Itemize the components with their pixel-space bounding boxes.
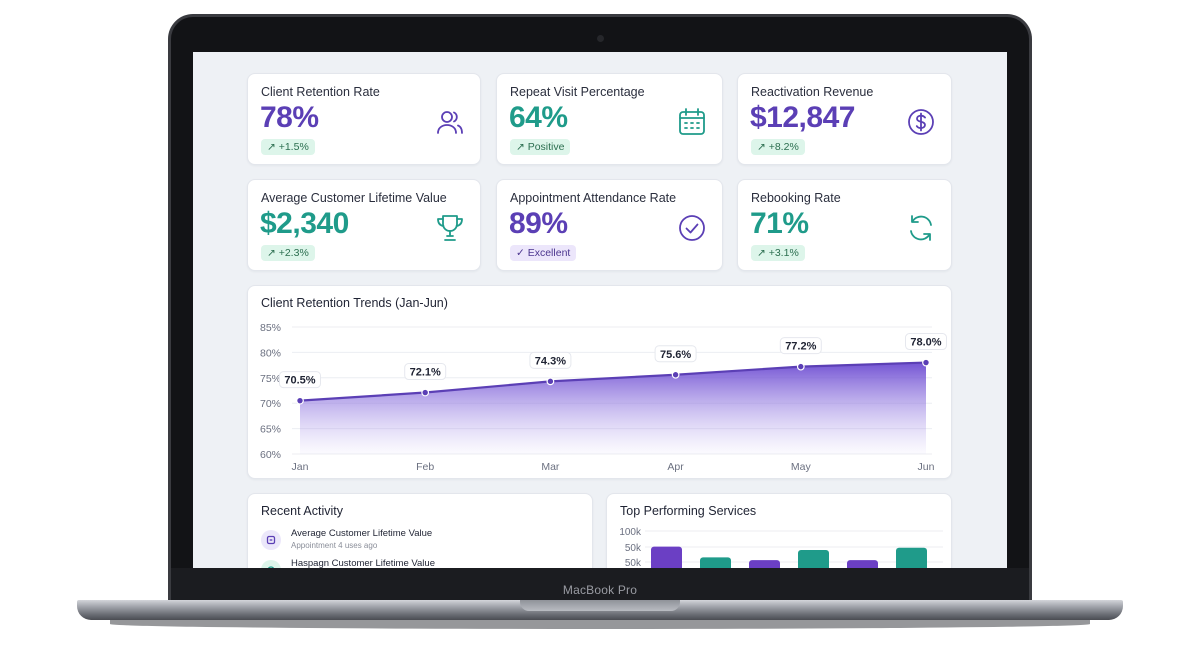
activity-item-title: Average Customer Lifetime Value (291, 528, 433, 539)
retention-trend-chart[interactable]: 85% 80% 75% 70% 65% 60% 70.5% 72.1% 74.3% 75.6% 7… (248, 286, 953, 480)
y-tick-label: 70% (260, 398, 281, 410)
service-bar (798, 550, 829, 568)
top-services-bar-chart[interactable]: 100k 50k 50k (607, 494, 953, 568)
y-tick-label: 75% (260, 373, 281, 385)
service-bar (651, 546, 682, 568)
data-label-bg (654, 345, 697, 363)
kpi-value: 78% (260, 101, 319, 134)
users-icon (437, 111, 463, 134)
kpi-card-repeat-visit[interactable]: Repeat Visit Percentage 64% ↗ Positive (496, 73, 723, 165)
kpi-title: Client Retention Rate (261, 85, 380, 99)
y-tick-label: 50k (625, 558, 642, 568)
x-tick-label: Jan (292, 461, 309, 473)
recent-activity-title: Recent Activity (261, 504, 343, 518)
calendar-icon (679, 108, 705, 135)
recent-activity-card: Recent Activity Average Customer Lifetim… (247, 493, 593, 568)
service-bar (896, 547, 927, 568)
data-point (296, 396, 304, 405)
kpi-title: Repeat Visit Percentage (510, 85, 645, 99)
kpi-card-client-retention[interactable]: Client Retention Rate 78% ↗ +1.5% (247, 73, 481, 165)
activity-item-subtitle: Appointment 4 uses ago (291, 541, 378, 550)
kpi-card-attendance-rate[interactable]: Appointment Attendance Rate 89% ✓ Excell… (496, 179, 723, 271)
data-label-bg (529, 351, 572, 369)
top-services-title: Top Performing Services (620, 504, 757, 518)
data-label-bg (779, 337, 822, 355)
retention-trend-chart-card: Client Retention Trends (Jan-Jun) 85% 80%… (247, 285, 952, 479)
data-label: 72.1% (410, 367, 441, 379)
kpi-value: 71% (750, 207, 809, 240)
kpi-change-badge: ↗ +3.1% (751, 245, 805, 261)
laptop-chin (171, 568, 1029, 603)
x-tick-label: Feb (416, 461, 434, 473)
webcam (597, 35, 604, 42)
activity-icon (261, 560, 281, 568)
activity-item-title: Haspagn Customer Lifetime Value (291, 558, 435, 568)
x-tick-label: Jun (918, 461, 935, 473)
refresh-icon (910, 215, 932, 241)
activity-icon (261, 530, 281, 550)
y-tick-label: 50k (625, 543, 642, 554)
chart-title: Client Retention Trends (Jan-Jun) (261, 296, 448, 310)
kpi-card-customer-lifetime-value[interactable]: Average Customer Lifetime Value $2,340 ↗… (247, 179, 481, 271)
y-tick-label: 65% (260, 424, 281, 436)
dashboard-screen: Client Retention Rate 78% ↗ +1.5% Repeat… (193, 52, 1007, 568)
kpi-change-badge: ↗ +2.3% (261, 245, 315, 261)
data-label: 75.6% (660, 349, 691, 361)
activity-item[interactable]: Haspagn Customer Lifetime Value (261, 558, 561, 568)
kpi-card-reactivation-revenue[interactable]: Reactivation Revenue $12,847 ↗ +8.2% (737, 73, 952, 165)
kpi-status-badge: ✓ Excellent (510, 245, 577, 261)
kpi-change-badge: ↗ +1.5% (261, 139, 315, 155)
x-tick-label: Apr (667, 461, 684, 473)
data-point (546, 377, 555, 386)
dollar-icon (908, 109, 934, 135)
data-point (922, 358, 930, 367)
activity-item[interactable]: Average Customer Lifetime Value Appointm… (261, 528, 561, 554)
laptop-brand-label: MacBook Pro (562, 583, 638, 597)
kpi-title: Rebooking Rate (751, 191, 841, 205)
laptop-notch (520, 600, 680, 611)
service-bar (700, 557, 731, 568)
trend-area-fill (300, 362, 926, 454)
data-label: 77.2% (785, 341, 816, 353)
kpi-card-rebooking-rate[interactable]: Rebooking Rate 71% ↗ +3.1% (737, 179, 952, 271)
x-tick-label: May (791, 461, 812, 473)
y-tick-label: 80% (260, 347, 281, 359)
kpi-title: Appointment Attendance Rate (510, 191, 677, 205)
kpi-title: Reactivation Revenue (751, 85, 874, 99)
service-bar (847, 560, 878, 568)
trend-line (299, 361, 927, 402)
y-tick-label: 85% (260, 322, 281, 334)
data-point (796, 362, 805, 371)
service-bar (749, 560, 780, 568)
data-label: 70.5% (284, 375, 315, 387)
kpi-title: Average Customer Lifetime Value (261, 191, 447, 205)
y-tick-label: 100k (619, 527, 642, 538)
y-tick-label: 60% (260, 449, 281, 461)
data-point (671, 370, 680, 379)
x-tick-label: Mar (541, 461, 560, 473)
kpi-value: $12,847 (750, 101, 855, 134)
check-circle-icon (679, 215, 705, 241)
data-point (421, 388, 430, 397)
data-label-bg (404, 363, 447, 381)
data-label-bg (279, 371, 321, 389)
top-services-card: Top Performing Services 100k 50k 50k (606, 493, 952, 568)
kpi-change-badge: ↗ Positive (510, 139, 571, 155)
laptop-shadow (110, 619, 1090, 629)
kpi-change-badge: ↗ +8.2% (751, 139, 805, 155)
data-label-bg (905, 333, 947, 351)
data-label: 74.3% (535, 355, 566, 367)
kpi-value: 89% (509, 207, 568, 240)
kpi-value: $2,340 (260, 207, 349, 240)
kpi-value: 64% (509, 101, 568, 134)
trophy-icon (437, 215, 463, 241)
data-label: 78.0% (910, 337, 941, 349)
